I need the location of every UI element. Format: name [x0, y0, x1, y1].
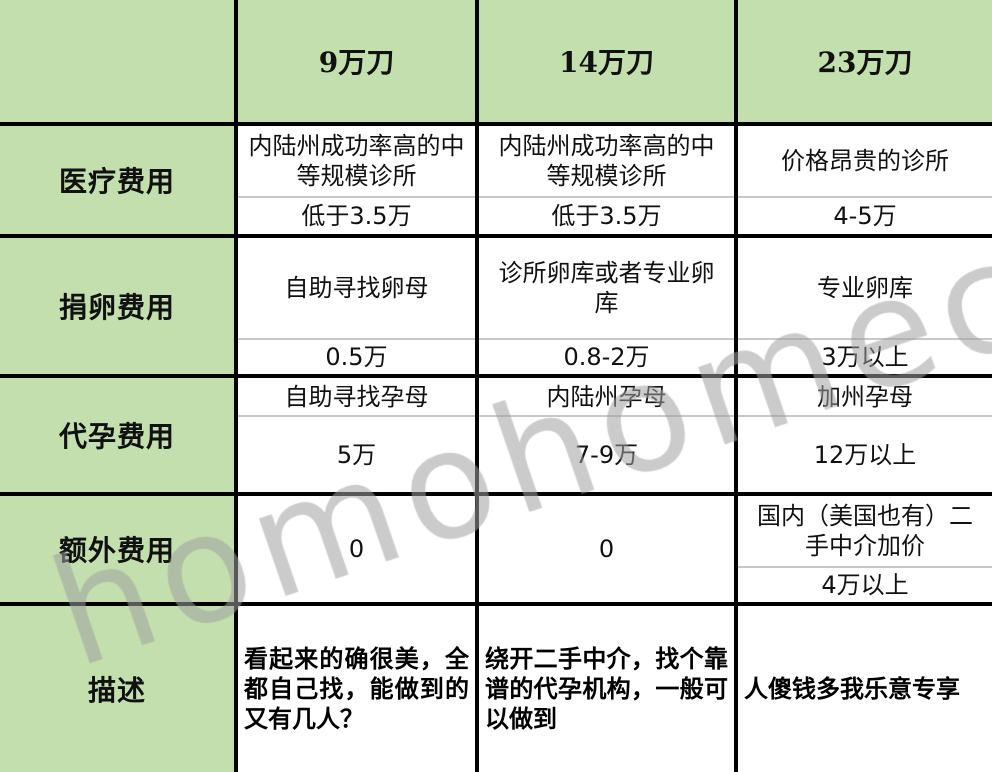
table-cell: 看起来的确很美，全都自己找，能做到的又有几人？ [238, 606, 475, 772]
table-cell: 专业卵库 3万以上 [738, 238, 992, 374]
cell-text: 内陆州孕母 [546, 382, 667, 411]
cell-price: 3万以上 [738, 338, 992, 374]
cell-text: 看起来的确很美，全都自己找，能做到的又有几人？ [244, 645, 469, 733]
table-cell: 内陆州成功率高的中等规模诊所低于3.5万 [479, 126, 734, 234]
table-cell: 价格昂贵的诊所 4-5万 [738, 126, 992, 234]
row-label: 医疗费用 [0, 126, 234, 234]
header-col-9w: 9万刀 [238, 0, 475, 122]
table-cell: 诊所卵库或者专业卵库 0.8-2万 [479, 238, 734, 374]
cell-price: 低于3.5万 [479, 196, 734, 234]
cell-text: 0 [598, 535, 615, 563]
cell-text: 人傻钱多我乐意专享 [744, 675, 960, 703]
cell-price: 低于3.5万 [238, 196, 475, 234]
cell-price: 12万以上 [738, 415, 992, 492]
cell-price: 4万以上 [738, 566, 992, 602]
row-label: 捐卵费用 [0, 238, 234, 374]
table-cell: 自助寻找孕母 5万 [238, 378, 475, 492]
cell-text: 内陆州成功率高的中等规模诊所 [498, 132, 715, 190]
cell-price: 5万 [238, 415, 475, 492]
header-corner [0, 0, 234, 122]
cell-text: 价格昂贵的诊所 [781, 147, 949, 175]
row-label: 额外费用 [0, 496, 234, 602]
row-label: 代孕费用 [0, 378, 234, 492]
cell-text: 内陆州成功率高的中等规模诊所 [248, 132, 465, 190]
table-cell: 内陆州孕母 7-9万 [479, 378, 734, 492]
table-cell: 自助寻找卵母 0.5万 [238, 238, 475, 374]
table-cell: 内陆州成功率高的中等规模诊所低于3.5万 [238, 126, 475, 234]
table-cell: 国内（美国也有）二手中介加价 4万以上 [738, 496, 992, 602]
cell-text: 加州孕母 [817, 382, 913, 411]
cell-text: 自助寻找孕母 [284, 382, 429, 411]
cell-price: 0.8-2万 [479, 338, 734, 374]
row-label: 描述 [0, 606, 234, 772]
header-col-14w: 14万刀 [479, 0, 734, 122]
cell-text: 国内（美国也有）二手中介加价 [757, 502, 973, 560]
cell-price: 0.5万 [238, 338, 475, 374]
table-cell: 0 [479, 496, 734, 602]
cell-price: 4-5万 [738, 196, 992, 234]
cell-price: 7-9万 [479, 415, 734, 492]
cell-text: 绕开二手中介，找个靠谱的代孕机构，一般可以做到 [485, 645, 728, 733]
cell-text: 自助寻找卵母 [284, 274, 429, 302]
cell-text: 诊所卵库或者专业卵库 [498, 259, 715, 317]
table-cell: 绕开二手中介，找个靠谱的代孕机构，一般可以做到 [479, 606, 734, 772]
cell-text: 专业卵库 [817, 274, 913, 302]
header-col-23w: 23万刀 [738, 0, 992, 122]
table-cell: 加州孕母 12万以上 [738, 378, 992, 492]
cell-text: 0 [348, 535, 365, 563]
table-cell: 人傻钱多我乐意专享 [738, 606, 992, 772]
table-cell: 0 [238, 496, 475, 602]
